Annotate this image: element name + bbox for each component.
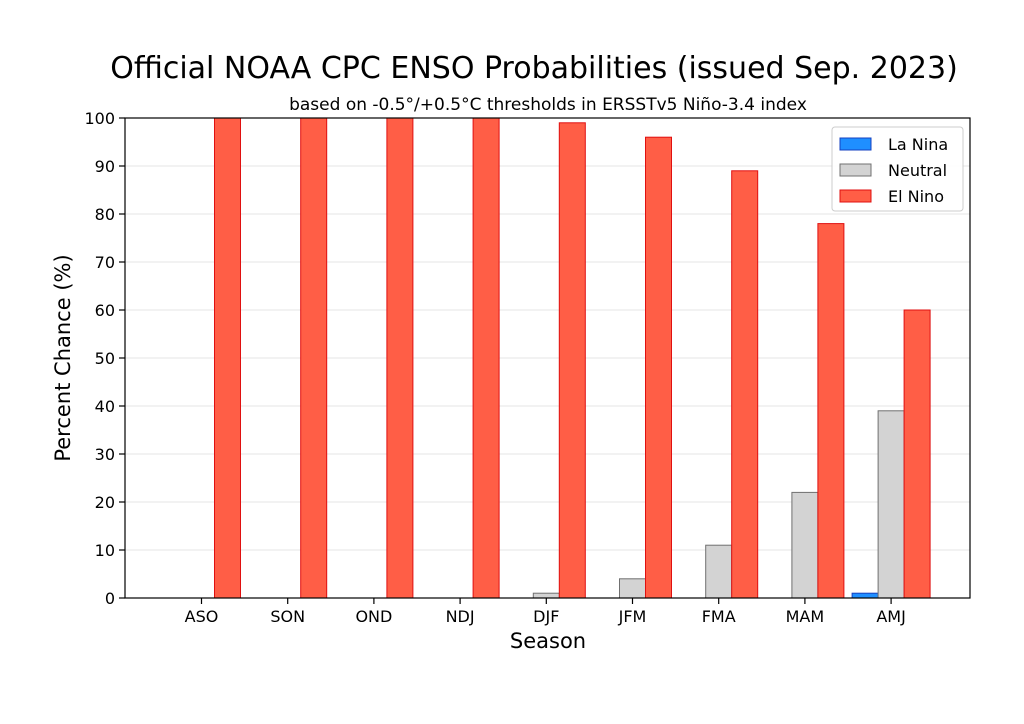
bar-el-nino bbox=[817, 223, 845, 599]
bar-neutral bbox=[532, 592, 560, 599]
x-tick-label: MAM bbox=[786, 607, 825, 626]
y-tick-label: 30 bbox=[95, 445, 115, 464]
chart-title: Official NOAA CPC ENSO Probabilities (is… bbox=[110, 51, 958, 86]
y-tick-label: 0 bbox=[105, 589, 115, 608]
x-tick-label: NDJ bbox=[446, 607, 475, 626]
x-axis-label: Season bbox=[510, 629, 586, 653]
x-tick-label: AMJ bbox=[876, 607, 905, 626]
bar-el-nino bbox=[472, 117, 500, 599]
chart-subtitle: based on -0.5°/+0.5°C thresholds in ERSS… bbox=[289, 95, 807, 115]
x-tick-label: OND bbox=[355, 607, 392, 626]
bar-el-nino bbox=[386, 117, 414, 599]
legend-swatch bbox=[839, 163, 872, 177]
bar-el-nino bbox=[903, 309, 931, 599]
x-axis: ASO SON OND NDJ DJF JFM FMA MAM AMJ bbox=[185, 598, 906, 626]
y-tick-label: 70 bbox=[95, 253, 115, 272]
y-axis-label: Percent Chance (%) bbox=[51, 254, 75, 461]
y-axis: 0 10 20 30 40 50 60 70 80 90 100 bbox=[84, 109, 125, 608]
bar-el-nino bbox=[300, 117, 328, 599]
y-tick-label: 60 bbox=[95, 301, 115, 320]
legend: La Nina Neutral El Nino bbox=[831, 126, 964, 212]
x-tick-label: JFM bbox=[618, 607, 647, 626]
bar-neutral bbox=[705, 544, 733, 599]
x-tick-label: FMA bbox=[702, 607, 736, 626]
bar-la-nina bbox=[851, 592, 879, 599]
legend-swatch bbox=[839, 137, 872, 151]
bar-neutral bbox=[877, 410, 905, 599]
x-tick-label: DJF bbox=[533, 607, 559, 626]
bars bbox=[214, 117, 931, 599]
bar-el-nino bbox=[731, 170, 759, 599]
bar-neutral bbox=[619, 578, 646, 599]
y-tick-label: 80 bbox=[95, 205, 115, 224]
bar-el-nino bbox=[558, 122, 586, 599]
legend-label: Neutral bbox=[888, 161, 947, 180]
legend-swatch bbox=[839, 189, 872, 203]
y-tick-label: 90 bbox=[95, 157, 115, 176]
bar-neutral bbox=[791, 491, 819, 599]
x-tick-label: ASO bbox=[185, 607, 219, 626]
legend-label: La Nina bbox=[888, 135, 948, 154]
y-tick-label: 50 bbox=[95, 349, 115, 368]
y-tick-label: 20 bbox=[95, 493, 115, 512]
x-tick-label: SON bbox=[270, 607, 305, 626]
bar-el-nino bbox=[214, 117, 241, 599]
legend-label: El Nino bbox=[888, 187, 944, 206]
bar-el-nino bbox=[645, 136, 672, 599]
y-tick-label: 10 bbox=[95, 541, 115, 560]
y-tick-label: 40 bbox=[95, 397, 115, 416]
y-tick-label: 100 bbox=[84, 109, 115, 128]
